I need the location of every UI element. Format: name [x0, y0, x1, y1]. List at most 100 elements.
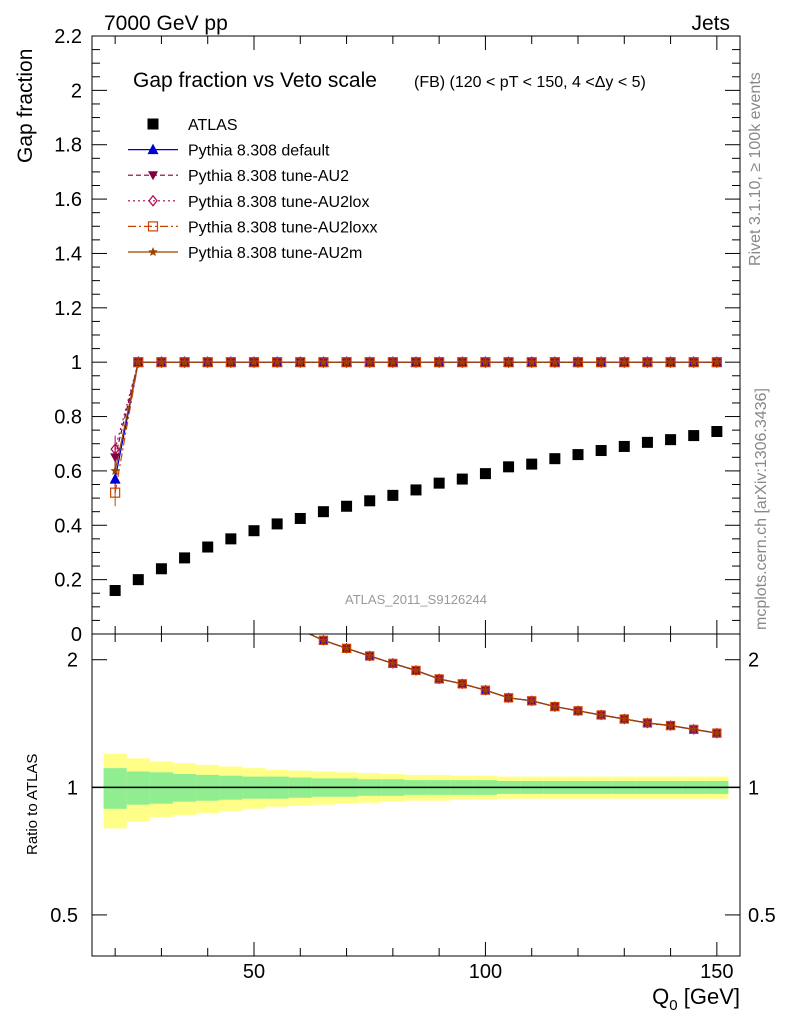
watermark: ATLAS_2011_S9126244	[345, 592, 487, 607]
ratio-point-au2m	[134, 487, 143, 495]
ratio-panel-frame	[91, 633, 741, 957]
ratio-point-au2m	[596, 710, 606, 719]
legend-label-au2: Pythia 8.308 tune-AU2	[188, 168, 349, 185]
ratio-point-au2m	[550, 702, 560, 711]
ratio-line-au2loxx	[308, 634, 717, 734]
point-atlas	[479, 468, 491, 480]
chart-title: Gap fraction vs Veto scale	[133, 69, 377, 92]
ratio-tick-label: 1	[67, 777, 78, 799]
point-atlas	[572, 449, 584, 461]
point-atlas	[410, 484, 422, 496]
ratio-tick-label: 0.5	[50, 905, 78, 927]
point-au2m	[503, 357, 514, 367]
point-default	[109, 473, 121, 484]
ratio-point-au2lox	[204, 573, 211, 582]
point-atlas	[202, 541, 214, 553]
ratio-point-au2m	[527, 696, 536, 705]
ratio-y-axis-title: Ratio to ATLAS	[24, 754, 41, 855]
point-atlas	[711, 425, 723, 437]
y-tick-label: 1	[71, 352, 82, 374]
ratio-point-default	[272, 616, 282, 625]
series-line-default	[114, 361, 717, 480]
ratio-point-au2lox	[135, 487, 142, 496]
ratio-point-default	[156, 519, 166, 528]
point-atlas	[341, 500, 353, 512]
ratio-point-au2lox	[274, 616, 281, 625]
ratio-point-au2m	[273, 616, 282, 624]
y-tick-label: 1.2	[54, 298, 82, 320]
point-atlas	[618, 440, 630, 452]
main-series-group	[109, 356, 723, 597]
point-atlas	[526, 458, 538, 470]
point-au2m	[434, 357, 444, 367]
ratio-point-au2m	[342, 643, 351, 652]
point-au2m	[365, 357, 375, 367]
point-atlas	[155, 563, 167, 575]
ratio-point-au2	[203, 574, 212, 582]
ratio-point-au2loxx	[134, 487, 142, 495]
point-atlas	[317, 506, 329, 518]
ratio-point-default	[133, 486, 143, 495]
point-au2m	[295, 357, 305, 367]
mcplots-label: mcplots.cern.ch [arXiv:1306.3436]	[753, 388, 770, 630]
y-tick-label: 0	[71, 624, 82, 646]
ratio-tick-label-right: 0.5	[748, 905, 776, 927]
point-au2m	[619, 357, 629, 367]
ratio-line-au2	[308, 634, 717, 734]
point-atlas	[271, 518, 283, 530]
ratio-point-au2m	[666, 721, 675, 730]
y-tick-label: 0.6	[54, 461, 82, 483]
ratio-line-default	[308, 634, 717, 734]
ratio-tick-label: 2	[67, 650, 78, 672]
ratio-line-au2lox	[308, 634, 717, 734]
legend-marker-atlas	[147, 118, 159, 130]
point-atlas	[595, 445, 607, 457]
ratio-point-au2	[157, 521, 166, 529]
x-axis-title-sub: 0	[669, 997, 677, 1014]
point-atlas	[456, 473, 468, 485]
ratio-point-au2m	[411, 666, 421, 675]
ratio-point-au2m	[481, 685, 490, 694]
point-au2m	[179, 357, 190, 367]
y-tick-label: 0.8	[54, 407, 82, 429]
legend-marker-au2lox	[148, 194, 158, 207]
point-au2m	[457, 357, 467, 367]
ratio-point-au2loxx	[250, 605, 258, 613]
ratio-point-au2m	[504, 693, 513, 702]
series-line-au2loxx	[114, 361, 717, 493]
legend-label-au2lox: Pythia 8.308 tune-AU2lox	[188, 194, 369, 211]
point-atlas	[179, 552, 191, 564]
y-tick-label: 0.4	[54, 515, 82, 537]
point-atlas	[364, 495, 376, 507]
point-au2m	[573, 357, 583, 367]
point-au2m	[527, 357, 537, 367]
y-tick-label: 1.8	[54, 135, 82, 157]
ratio-line-au2m	[308, 634, 717, 734]
point-au2m	[249, 357, 259, 367]
header-left: 7000 GeV pp	[104, 12, 228, 35]
ratio-bands	[103, 753, 729, 829]
ratio-point-default	[203, 572, 213, 581]
x-tick-label: 100	[469, 961, 502, 983]
point-au2m	[110, 465, 120, 475]
ratio-point-au2m	[689, 724, 698, 733]
band-inner-bin	[103, 768, 127, 809]
ratio-point-au2m	[157, 520, 166, 528]
chart-subtitle: (FB) (120 < pT < 150, 4 <Δy < 5)	[414, 74, 646, 91]
point-atlas	[688, 430, 700, 442]
point-au2m	[411, 357, 421, 367]
ratio-point-au2m	[111, 540, 120, 548]
point-au2m	[665, 357, 676, 367]
point-atlas	[109, 585, 121, 597]
point-au2m	[596, 357, 606, 367]
ratio-point-au2m	[643, 718, 652, 727]
legend: ATLAS Pythia 8.308 default Pythia 8.308 tu…	[128, 117, 377, 262]
point-au2loxx	[110, 487, 121, 498]
legend-label-atlas: ATLAS	[188, 117, 238, 134]
ratio-tick-label-right: 1	[748, 777, 759, 799]
y-tick-label: 2	[71, 80, 82, 102]
ratio-point-au2m	[203, 573, 212, 581]
ratio-point-au2	[250, 606, 259, 614]
legend-label-default: Pythia 8.308 default	[188, 143, 330, 160]
